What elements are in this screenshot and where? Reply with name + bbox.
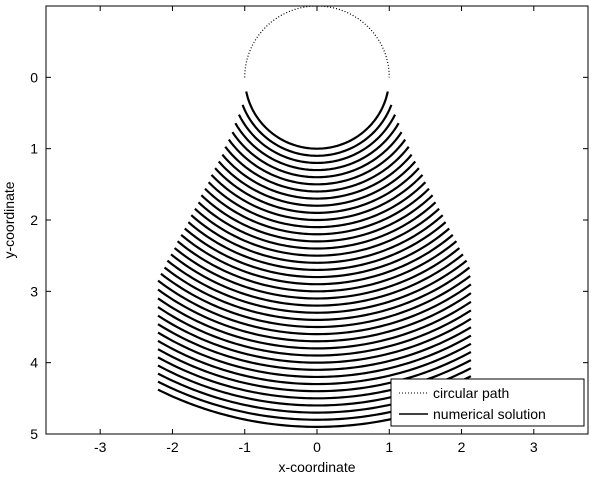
x-tick-label: 3 <box>530 439 538 455</box>
x-axis-label: x-coordinate <box>278 459 355 475</box>
numerical-solution-curve <box>217 160 417 207</box>
numerical-solution-curve <box>221 153 413 200</box>
x-tick-label: 2 <box>458 439 466 455</box>
numerical-solution-curve <box>214 167 420 214</box>
numerical-solution-curve <box>170 253 464 307</box>
numerical-solution-curve <box>224 146 410 193</box>
numerical-solution-curve <box>173 247 461 300</box>
plot-area <box>157 6 472 428</box>
numerical-solution-curve <box>163 266 471 321</box>
numerical-solution-curve <box>241 104 393 157</box>
numerical-solution-curve <box>157 279 472 336</box>
legend-label-circular-path: circular path <box>433 385 509 401</box>
y-tick-label: 1 <box>30 141 38 157</box>
x-tick-label: -2 <box>166 439 179 455</box>
numerical-solution-curve <box>234 122 400 172</box>
numerical-solution-curve <box>157 306 472 357</box>
numerical-solution-curve <box>190 214 444 264</box>
x-tick-label: -1 <box>239 439 252 455</box>
numerical-solution-curve <box>237 114 397 165</box>
numerical-solution-curve <box>157 348 472 393</box>
numerical-solution-curve <box>176 240 458 293</box>
numerical-solution-curve <box>207 181 427 229</box>
y-tick-label: 3 <box>30 283 38 299</box>
numerical-solution-curve <box>184 227 450 279</box>
y-tick-label: 4 <box>30 355 38 371</box>
numerical-solution-curve <box>157 339 472 386</box>
numerical-solution-curve <box>160 272 471 329</box>
numerical-solution-curve <box>194 207 440 257</box>
x-tick-label: -3 <box>94 439 107 455</box>
y-axis-label: y-coordinate <box>1 181 17 258</box>
numerical-solution-curve <box>180 233 454 286</box>
numerical-solution-curve <box>157 323 472 371</box>
x-tick-label: 1 <box>385 439 393 455</box>
numerical-solution-curve <box>157 288 472 343</box>
legend-label-numerical-solution: numerical solution <box>433 406 546 422</box>
numerical-solution-curve <box>210 174 424 222</box>
numerical-solution-curve <box>245 91 389 150</box>
y-tick-label: 2 <box>30 212 38 228</box>
numerical-solution-curve <box>187 221 447 272</box>
numerical-solution-curve <box>157 297 472 350</box>
numerical-solution-curve <box>227 138 407 186</box>
circular-path-line <box>244 6 390 78</box>
numerical-solution-curve <box>204 187 430 236</box>
x-axis-ticks: -3 -2 -1 0 1 2 3 <box>94 6 538 455</box>
y-axis-ticks: 0 1 2 3 4 5 <box>30 69 588 442</box>
y-tick-label: 0 <box>30 69 38 85</box>
numerical-solution-curve <box>231 131 403 179</box>
numerical-solution-curve <box>157 331 472 379</box>
numerical-solution-curve <box>200 194 434 243</box>
legend-box <box>390 378 585 427</box>
numerical-solution-curve <box>197 201 437 250</box>
numerical-solution-curve <box>157 314 472 364</box>
legend: circular path numerical solution <box>390 378 585 427</box>
y-tick-label: 5 <box>30 426 38 442</box>
x-tick-label: 0 <box>313 439 321 455</box>
numerical-solution-curve <box>166 259 468 314</box>
